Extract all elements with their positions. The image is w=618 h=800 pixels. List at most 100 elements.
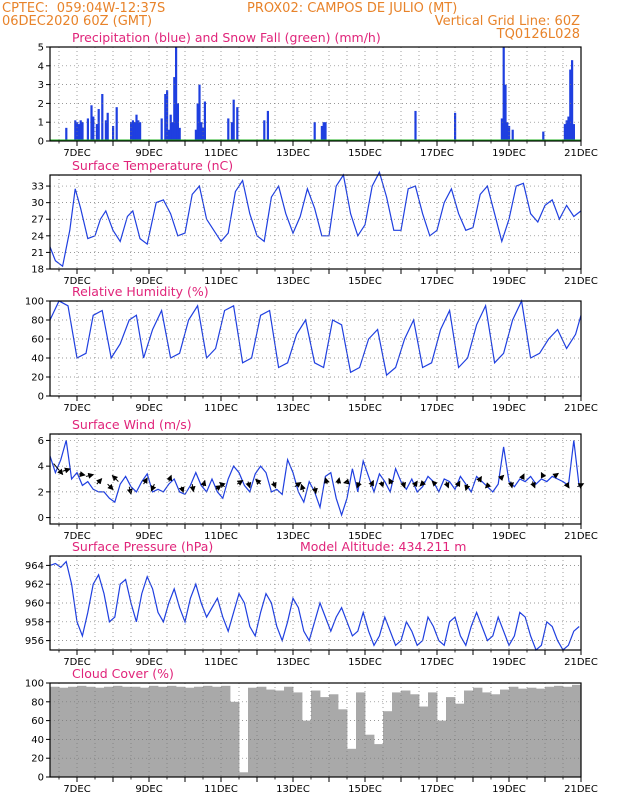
cloud-bar bbox=[158, 686, 168, 777]
ytick-label: 27 bbox=[31, 215, 44, 226]
precip-bar bbox=[322, 122, 325, 141]
precip-bar bbox=[263, 120, 266, 141]
xtick-label: 7DEC bbox=[63, 148, 90, 159]
precip-bar bbox=[81, 122, 84, 141]
cloud-bar bbox=[482, 692, 492, 777]
cloud-bar bbox=[374, 744, 384, 777]
wind-vector bbox=[563, 481, 570, 489]
xtick-label: 17DEC bbox=[420, 657, 454, 668]
cloud-bar bbox=[329, 694, 339, 777]
xtick-label: 11DEC bbox=[204, 148, 238, 159]
wind-vector bbox=[200, 479, 207, 487]
series-line-2 bbox=[49, 298, 582, 377]
wind-vector bbox=[219, 481, 226, 489]
wind-vector bbox=[484, 482, 492, 489]
ytick-label: 40 bbox=[31, 354, 44, 365]
precip-bar bbox=[542, 131, 545, 141]
ytick-label: 962 bbox=[25, 580, 44, 591]
wind-vector bbox=[107, 483, 114, 491]
xtick-label: 11DEC bbox=[204, 276, 238, 287]
ytick-label: 33 bbox=[31, 182, 44, 193]
cloud-bar bbox=[356, 692, 366, 777]
precip-bar bbox=[135, 114, 138, 141]
xtick-label: 9DEC bbox=[135, 148, 162, 159]
panel-frame bbox=[49, 174, 582, 270]
precip-bar bbox=[414, 110, 417, 141]
cloud-bar bbox=[68, 686, 78, 777]
precip-bar bbox=[196, 103, 199, 141]
cloud-bar bbox=[50, 686, 60, 777]
cloud-bar bbox=[563, 686, 573, 777]
panel-annotation-4: Model Altitude: 434.211 m bbox=[300, 539, 466, 554]
xtick-label: 17DEC bbox=[420, 148, 454, 159]
precip-bar bbox=[500, 118, 503, 141]
precip-bar bbox=[200, 122, 203, 141]
precip-bar bbox=[227, 118, 230, 141]
ytick-label: 60 bbox=[31, 716, 44, 727]
wind-vector bbox=[552, 472, 560, 479]
wind-vector bbox=[85, 472, 95, 479]
wind-vector bbox=[519, 473, 525, 481]
wind-vector bbox=[294, 481, 302, 488]
xtick-label: 13DEC bbox=[276, 276, 310, 287]
xtick-label: 21DEC bbox=[564, 403, 598, 414]
wind-vector bbox=[411, 480, 418, 488]
precip-bar bbox=[324, 122, 327, 141]
cloud-bar bbox=[428, 692, 438, 777]
wind-vector bbox=[166, 474, 173, 482]
xtick-label: 21DEC bbox=[564, 784, 598, 795]
ytick-label: 24 bbox=[31, 231, 44, 242]
header-line1-right: PROX02: CAMPOS DE JULIO (MT) bbox=[247, 1, 458, 16]
precip-bar bbox=[171, 122, 174, 141]
precip-bar bbox=[97, 109, 100, 141]
cloud-bar bbox=[410, 694, 420, 777]
wind-vector bbox=[400, 481, 407, 489]
xtick-label: 9DEC bbox=[135, 531, 162, 542]
precip-bar bbox=[194, 129, 197, 141]
xtick-label: 9DEC bbox=[135, 657, 162, 668]
wind-vector bbox=[443, 481, 450, 489]
series-line-1 bbox=[49, 170, 582, 268]
precip-bar bbox=[567, 116, 570, 141]
precip-bar bbox=[202, 127, 205, 141]
ytick-label: 2 bbox=[38, 487, 44, 498]
ytick-label: 100 bbox=[25, 679, 44, 690]
wind-vector bbox=[255, 478, 262, 485]
cloud-bar bbox=[257, 686, 267, 777]
cloud-bar bbox=[59, 687, 69, 777]
xtick-label: 21DEC bbox=[564, 531, 598, 542]
xtick-label: 11DEC bbox=[204, 784, 238, 795]
cloud-bar bbox=[248, 687, 258, 777]
ytick-label: 1 bbox=[38, 118, 44, 129]
cloud-bar bbox=[176, 686, 186, 777]
xtick-label: 19DEC bbox=[492, 531, 526, 542]
ytick-label: 30 bbox=[31, 198, 44, 209]
panel-title-1: Surface Temperature (nC) bbox=[72, 158, 233, 173]
ytick-label: 80 bbox=[31, 697, 44, 708]
wind-vector bbox=[388, 477, 395, 485]
precip-bar bbox=[160, 118, 163, 141]
cloud-bar bbox=[536, 688, 546, 777]
wind-vector bbox=[540, 471, 547, 479]
precip-bar bbox=[137, 120, 140, 141]
ytick-label: 0 bbox=[38, 513, 44, 524]
wind-vector bbox=[178, 486, 185, 494]
precip-bar bbox=[131, 120, 134, 141]
precip-bar bbox=[104, 120, 107, 141]
xtick-label: 15DEC bbox=[348, 148, 382, 159]
xtick-label: 7DEC bbox=[63, 276, 90, 287]
precip-bar bbox=[572, 124, 575, 141]
ytick-label: 60 bbox=[31, 335, 44, 346]
precip-bar bbox=[508, 125, 511, 141]
xtick-label: 13DEC bbox=[276, 148, 310, 159]
xtick-label: 19DEC bbox=[492, 148, 526, 159]
xtick-label: 15DEC bbox=[348, 784, 382, 795]
panel-frame bbox=[49, 46, 582, 142]
cloud-bar bbox=[401, 690, 411, 777]
header-line2-left: 06DEC2020 60Z (GMT) bbox=[2, 14, 153, 29]
xtick-label: 19DEC bbox=[492, 657, 526, 668]
wind-vector bbox=[356, 481, 362, 489]
precip-bar bbox=[74, 120, 77, 141]
ytick-label: 18 bbox=[31, 265, 44, 276]
wind-vector bbox=[126, 486, 133, 495]
